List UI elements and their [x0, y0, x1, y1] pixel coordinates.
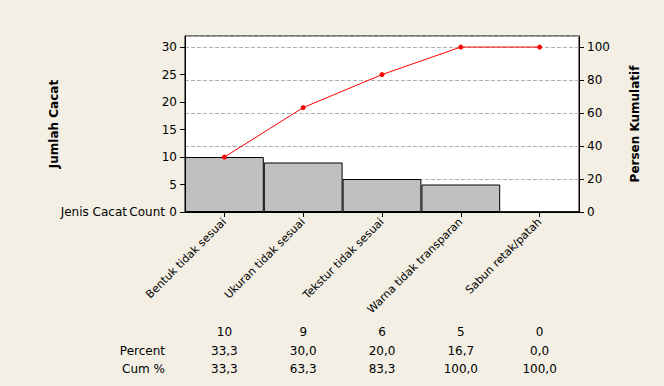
svg-text:Sabun retak/patah: Sabun retak/patah	[463, 215, 544, 296]
svg-text:Jumlah Cacat: Jumlah Cacat	[47, 80, 61, 170]
svg-text:33,3: 33,3	[211, 362, 238, 376]
svg-text:6: 6	[378, 325, 386, 339]
svg-text:Jenis Cacat: Jenis Cacat	[60, 205, 128, 219]
svg-text:30,0: 30,0	[290, 344, 317, 358]
svg-text:Percent: Percent	[120, 344, 165, 358]
svg-text:83,3: 83,3	[369, 362, 396, 376]
svg-text:10: 10	[217, 325, 232, 339]
svg-text:0: 0	[536, 325, 544, 339]
svg-text:100: 100	[587, 40, 610, 54]
svg-text:33,3: 33,3	[211, 344, 238, 358]
svg-text:20,0: 20,0	[369, 344, 396, 358]
svg-text:5: 5	[169, 178, 177, 192]
svg-text:63,3: 63,3	[290, 362, 317, 376]
svg-text:0: 0	[169, 205, 177, 219]
svg-text:80: 80	[587, 73, 602, 87]
svg-text:20: 20	[587, 172, 602, 186]
svg-text:10: 10	[162, 150, 177, 164]
svg-text:Bentuk tidak sesuai: Bentuk tidak sesuai	[143, 215, 229, 301]
svg-text:5: 5	[457, 325, 465, 339]
svg-text:100,0: 100,0	[522, 362, 556, 376]
svg-text:15: 15	[162, 123, 177, 137]
svg-text:40: 40	[587, 139, 602, 153]
svg-text:Count: Count	[129, 205, 165, 219]
svg-text:0,0: 0,0	[530, 344, 549, 358]
svg-text:Cum %: Cum %	[122, 362, 165, 376]
svg-text:Tekstur tidak sesuai: Tekstur tidak sesuai	[300, 215, 387, 302]
svg-text:20: 20	[162, 95, 177, 109]
svg-text:0: 0	[587, 205, 595, 219]
svg-text:25: 25	[162, 68, 177, 82]
svg-text:16,7: 16,7	[447, 344, 474, 358]
svg-text:100,0: 100,0	[444, 362, 478, 376]
svg-text:Ukuran tidak sesuai: Ukuran tidak sesuai	[222, 215, 308, 301]
svg-text:9: 9	[299, 325, 307, 339]
svg-text:60: 60	[587, 106, 602, 120]
svg-text:Persen Kumulatif: Persen Kumulatif	[628, 65, 642, 183]
svg-text:Warna tidak transparan: Warna tidak transparan	[365, 215, 466, 316]
svg-text:30: 30	[162, 40, 177, 54]
